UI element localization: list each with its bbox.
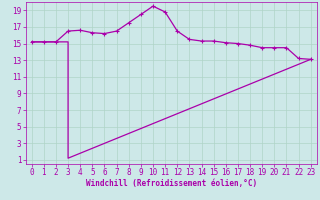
X-axis label: Windchill (Refroidissement éolien,°C): Windchill (Refroidissement éolien,°C) [86, 179, 257, 188]
